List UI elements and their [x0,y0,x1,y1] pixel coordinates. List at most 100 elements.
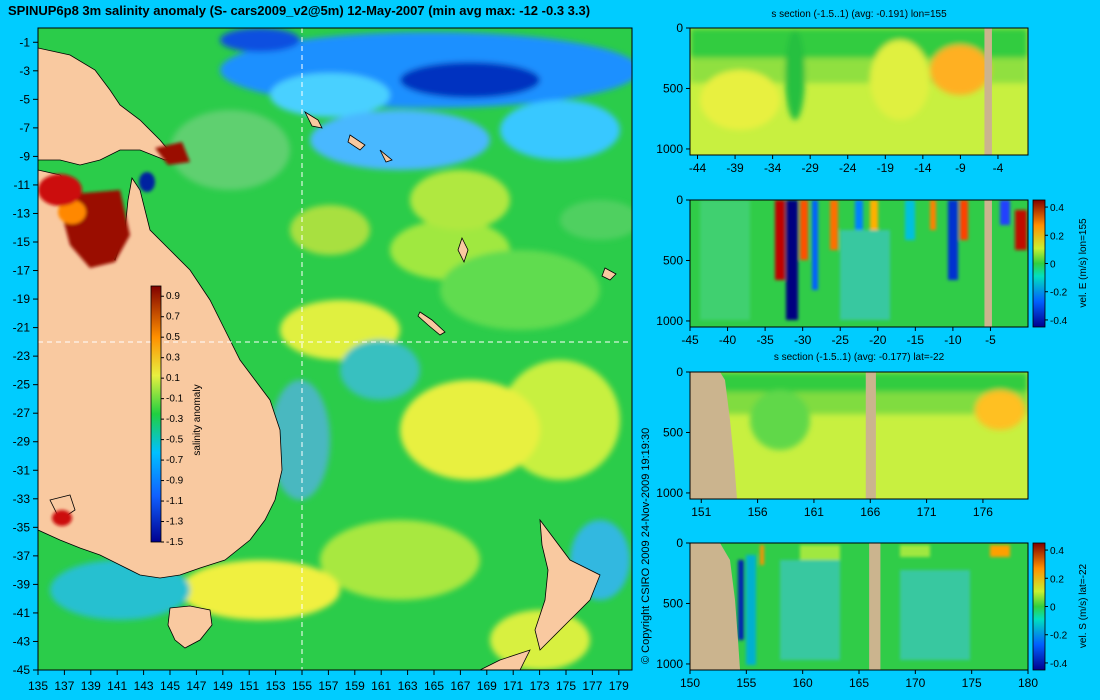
velocity-colorbar-tick-label: -0.4 [1050,316,1068,327]
section-x-tick-label: -29 [802,161,820,175]
section-x-tick-label: 180 [1018,676,1038,690]
section-x-tick-label: 156 [748,505,768,519]
section-y-tick-label: 0 [676,193,683,207]
section-y-tick-label: 0 [676,21,683,35]
velocity-east-field [690,200,1028,327]
map-x-tick-label: 171 [503,679,523,693]
section-x-tick-label: 165 [849,676,869,690]
map-x-tick-label: 153 [266,679,286,693]
section-x-tick-label: -44 [689,161,707,175]
section-x-tick-label: -5 [985,333,996,347]
map-x-tick-label: 175 [556,679,576,693]
map-x-tick-label: 165 [424,679,444,693]
map-y-tick-label: -17 [13,264,31,278]
section-x-tick-label: -45 [681,333,699,347]
map-y-tick-label: -5 [19,92,30,106]
map-x-tick-label: 151 [239,679,259,693]
panel-title: s section (-1.5..1) (avg: -0.191) lon=15… [771,9,947,20]
section-x-tick-label: -35 [756,333,774,347]
map-y-tick-label: -9 [19,149,30,163]
velocity-colorbar-tick-label: 0.2 [1050,231,1064,242]
map-x-tick-label: 167 [450,679,470,693]
map-y-tick-label: -39 [13,577,31,591]
salinity-colorbar-tick-label: -0.7 [166,455,184,466]
map-x-tick-label: 137 [54,679,74,693]
section-x-tick-label: 155 [736,676,756,690]
salinity-colorbar-tick-label: -0.3 [166,414,184,425]
section-x-tick-label: 170 [905,676,925,690]
map-y-tick-label: -27 [13,406,31,420]
section-x-tick-label: -14 [914,161,932,175]
section-x-tick-label: -19 [877,161,895,175]
salinity-colorbar-tick-label: 0.5 [166,332,180,343]
map-x-tick-label: 157 [318,679,338,693]
map-y-tick-label: -21 [13,321,31,335]
map-y-tick-label: -25 [13,378,31,392]
section-x-tick-label: -25 [832,333,850,347]
section-x-tick-label: 175 [962,676,982,690]
salinity-colorbar-tick-label: 0.1 [166,373,180,384]
velocity-colorbar-tick-label: 0 [1050,603,1056,614]
velocity-colorbar-tick-label: 0.4 [1050,546,1064,557]
page-title: SPINUP6p8 3m salinity anomaly (S- cars20… [8,3,591,18]
map-y-tick-label: -37 [13,549,31,563]
map-y-tick-label: -3 [19,64,30,78]
map-y-tick-label: -35 [13,520,31,534]
velocity-colorbar-tick-label: 0 [1050,260,1056,271]
section-x-tick-label: 161 [804,505,824,519]
map-x-tick-label: 161 [371,679,391,693]
salinity-section-lon-panel: s section (-1.5..1) (avg: -0.191) lon=15… [656,9,1029,175]
velocity-south-field [690,543,1028,670]
velocity-colorbar-tick-label: 0.2 [1050,574,1064,585]
map-y-tick-label: -11 [14,178,31,192]
copyright-notice: © Copyright CSIRO 2009 24-Nov-2009 19:19… [640,427,652,664]
panel-frame [689,199,1029,328]
section-y-tick-label: 1000 [656,657,683,671]
map-x-tick-label: 163 [398,679,418,693]
section-y-tick-label: 500 [663,425,683,439]
panel-frame [689,371,1029,500]
salinity-section-lon-field [690,28,1028,155]
panel-title: s section (-1.5..1) (avg: -0.177) lat=-2… [774,352,945,363]
section-x-tick-label: 166 [860,505,880,519]
map-y-tick-label: -31 [13,463,31,477]
map-x-tick-label: 179 [609,679,629,693]
section-x-tick-label: 171 [917,505,937,519]
section-x-tick-label: -30 [794,333,812,347]
section-x-tick-label: -4 [993,161,1004,175]
map-x-tick-label: 177 [582,679,602,693]
map-y-axis: -1 -3 -5 -7 -9 -11 -13 -15 -17 -19 -21 -23 -25 -27 -29… [13,35,38,677]
velocity-east-colorbar: 0.4 0.2 0 -0.2 -0.4 vel. E (m/s) lon=155 [1032,199,1089,328]
salinity-colorbar-tick-label: -1.5 [166,537,184,548]
salinity-colorbar-tick-label: -1.3 [166,517,184,528]
salinity-map: 135 137 139 141 143 145 147 149 151 153 155 157 159 1… [13,27,633,693]
map-x-tick-label: 147 [186,679,206,693]
map-y-tick-label: -13 [13,206,31,220]
salinity-colorbar: 0.9 0.7 0.5 0.3 0.1 -0.1 -0.3 -0.5 -0.7 -0.9 -1.1 -… [150,285,203,548]
map-x-tick-label: 169 [477,679,497,693]
section-x-tick-label: -39 [726,161,744,175]
section-y-tick-label: 1000 [656,486,683,500]
map-x-tick-label: 173 [530,679,550,693]
land-band [984,200,992,327]
map-x-tick-label: 143 [134,679,154,693]
section-x-tick-label: -10 [944,333,962,347]
section-x-tick-label: -9 [955,161,966,175]
velocity-colorbar-tick-label: -0.2 [1050,288,1068,299]
section-x-tick-label: -34 [764,161,782,175]
section-y-tick-label: 1000 [656,142,683,156]
map-x-tick-label: 135 [28,679,48,693]
section-y-tick-label: 0 [676,536,683,550]
map-y-tick-label: -23 [13,349,31,363]
section-y-tick-label: 500 [663,81,683,95]
salinity-section-lat-field [690,372,1028,499]
section-x-tick-label: -24 [839,161,857,175]
land-band [865,372,876,499]
land-band [984,28,992,155]
map-y-tick-label: -41 [13,606,31,620]
section-x-tick-label: 176 [973,505,993,519]
salinity-colorbar-tick-label: -0.5 [166,435,184,446]
salinity-colorbar-tick-label: 0.3 [166,353,180,364]
salinity-field [38,28,632,670]
section-x-tick-label: 150 [680,676,700,690]
